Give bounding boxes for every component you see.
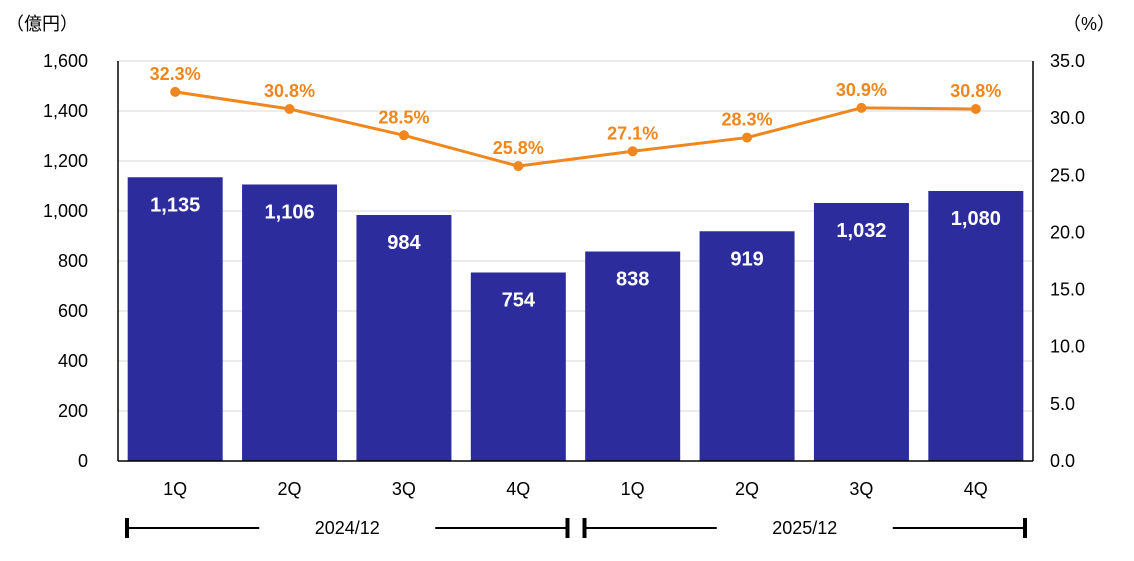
x-tick-label: 3Q — [392, 479, 416, 499]
bar — [470, 272, 566, 461]
line-point — [627, 146, 638, 157]
line-point — [398, 130, 409, 141]
period-label: 2024/12 — [315, 518, 380, 538]
bar-value-label: 984 — [387, 232, 421, 254]
bar — [813, 203, 909, 461]
y-tick-label: 200 — [58, 401, 88, 421]
line-point — [513, 161, 524, 172]
line-value-label: 32.3% — [150, 64, 201, 84]
x-tick-label: 4Q — [964, 479, 988, 499]
line-point — [856, 102, 867, 113]
line-value-label: 30.8% — [950, 81, 1001, 101]
bar-value-label: 754 — [502, 290, 536, 312]
x-tick-label: 1Q — [163, 479, 187, 499]
bar-layer — [127, 177, 1024, 461]
bar — [928, 191, 1024, 461]
line-point — [170, 86, 181, 97]
y-tick-label: 600 — [58, 301, 88, 321]
y2-tick-label: 35.0 — [1050, 51, 1085, 71]
line-value-label: 30.8% — [264, 81, 315, 101]
bar-value-label: 838 — [616, 269, 649, 291]
right-axis-unit: （%） — [1063, 14, 1115, 34]
bar-value-label: 1,135 — [150, 194, 200, 216]
axis-layer: 0 200 400 600 800 1,000 1,200 1,400 1,600 0.0 5.0 1… — [43, 51, 1085, 499]
bar-value-label: 1,106 — [265, 202, 315, 224]
bar — [242, 184, 338, 461]
x-tick-label: 2Q — [735, 479, 759, 499]
bar — [356, 215, 452, 461]
x-tick-label: 4Q — [506, 479, 530, 499]
line-point — [742, 132, 753, 143]
y-tick-label: 800 — [58, 251, 88, 271]
y2-tick-label: 0.0 — [1050, 451, 1075, 471]
bar-value-label: 919 — [730, 248, 763, 270]
y-tick-label: 1,600 — [43, 51, 88, 71]
x-tick-label: 3Q — [849, 479, 873, 499]
bar-value-label: 1,080 — [951, 208, 1001, 230]
line-value-label: 28.3% — [722, 110, 773, 130]
bar — [127, 177, 223, 461]
bar — [699, 231, 795, 461]
line-value-label: 27.1% — [607, 123, 658, 143]
y-tick-label: 1,200 — [43, 151, 88, 171]
y-tick-label: 1,000 — [43, 201, 88, 221]
period-layer: 2024/12 2025/12 — [125, 518, 1027, 538]
line-point — [284, 104, 295, 114]
left-axis-unit: （億円） — [6, 14, 78, 34]
y2-tick-label: 15.0 — [1050, 280, 1085, 300]
line-layer — [170, 86, 981, 172]
x-tick-label: 1Q — [621, 479, 645, 499]
y2-tick-label: 5.0 — [1050, 394, 1075, 414]
y-tick-label: 400 — [58, 351, 88, 371]
line-point — [970, 104, 981, 114]
line-value-label: 28.5% — [378, 107, 429, 127]
y-tick-label: 0 — [78, 451, 88, 471]
x-tick-label: 2Q — [278, 479, 302, 499]
line-value-label: 25.8% — [493, 138, 544, 158]
margin-line — [174, 90, 976, 168]
y2-tick-label: 30.0 — [1050, 108, 1085, 128]
bar — [585, 251, 681, 461]
period-label: 2025/12 — [772, 518, 837, 538]
y-tick-label: 1,400 — [43, 101, 88, 121]
line-value-label: 30.9% — [836, 80, 887, 100]
y2-tick-label: 10.0 — [1050, 337, 1085, 357]
y2-tick-label: 25.0 — [1050, 165, 1085, 185]
y2-tick-label: 20.0 — [1050, 222, 1085, 242]
label-layer: 1,135 1,106 984 754 838 919 1,032 1,080 32.3% 30.… — [150, 64, 1002, 312]
bar-value-label: 1,032 — [836, 220, 886, 242]
